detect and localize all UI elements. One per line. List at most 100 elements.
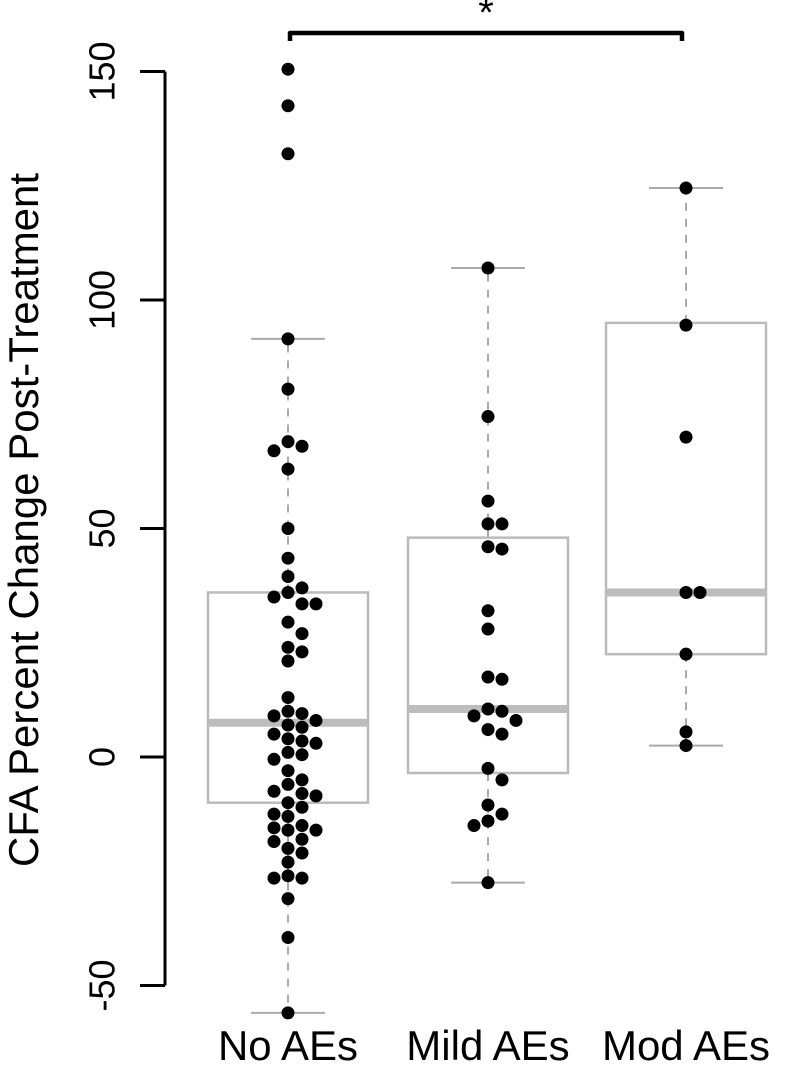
data-point bbox=[309, 736, 323, 750]
data-point bbox=[495, 773, 509, 787]
data-point bbox=[495, 517, 509, 531]
data-point bbox=[281, 551, 295, 565]
significance-star: * bbox=[478, 0, 494, 35]
data-point bbox=[281, 745, 295, 759]
data-point bbox=[481, 261, 495, 275]
data-point bbox=[281, 892, 295, 906]
x-tick-label: Mild AEs bbox=[406, 1022, 569, 1065]
y-tick-label: 150 bbox=[82, 41, 123, 101]
data-point bbox=[267, 590, 281, 604]
data-point bbox=[281, 654, 295, 668]
data-point bbox=[281, 522, 295, 535]
data-point bbox=[481, 622, 495, 636]
data-point bbox=[281, 640, 295, 654]
data-point bbox=[481, 670, 495, 684]
data-point bbox=[295, 871, 309, 885]
data-point bbox=[467, 819, 481, 833]
data-point bbox=[679, 318, 693, 332]
data-point bbox=[267, 784, 281, 798]
data-point bbox=[481, 540, 495, 554]
data-point bbox=[295, 734, 309, 748]
boxes-layer bbox=[206, 187, 768, 1014]
data-point bbox=[281, 462, 295, 476]
box-3 bbox=[604, 187, 768, 747]
data-point bbox=[281, 585, 295, 599]
data-point bbox=[309, 789, 323, 803]
data-point bbox=[281, 691, 295, 705]
data-point bbox=[267, 821, 281, 835]
data-point bbox=[495, 807, 509, 821]
data-point bbox=[295, 439, 309, 453]
data-point bbox=[481, 798, 495, 812]
data-point bbox=[679, 430, 693, 444]
data-point bbox=[267, 709, 281, 723]
data-point bbox=[481, 723, 495, 737]
data-point bbox=[281, 869, 295, 883]
data-point bbox=[281, 62, 295, 76]
data-point bbox=[281, 569, 295, 583]
data-point bbox=[281, 764, 295, 778]
data-point bbox=[495, 672, 509, 686]
data-point bbox=[295, 707, 309, 721]
data-point bbox=[295, 819, 309, 833]
data-point bbox=[281, 704, 295, 718]
data-point bbox=[281, 823, 295, 837]
data-point bbox=[309, 597, 323, 611]
x-tick-label: No AEs bbox=[218, 1022, 358, 1065]
data-point bbox=[281, 841, 295, 855]
data-point bbox=[467, 709, 481, 723]
data-point bbox=[281, 99, 295, 113]
data-point bbox=[495, 727, 509, 741]
data-point bbox=[693, 585, 707, 599]
data-point bbox=[481, 517, 495, 531]
data-point bbox=[281, 777, 295, 791]
data-point bbox=[281, 1006, 295, 1020]
data-point bbox=[295, 720, 309, 734]
y-axis: -50 0 50 100 150 bbox=[82, 41, 167, 1012]
data-point bbox=[295, 597, 309, 611]
data-point bbox=[295, 832, 309, 846]
significance-bracket: * bbox=[287, 0, 685, 41]
data-point bbox=[267, 444, 281, 458]
data-point bbox=[267, 727, 281, 741]
points-layer bbox=[267, 62, 707, 1020]
data-point bbox=[281, 796, 295, 810]
iqr-box bbox=[406, 536, 570, 775]
data-point bbox=[495, 542, 509, 556]
data-point bbox=[481, 761, 495, 775]
data-point bbox=[481, 876, 495, 890]
data-point bbox=[481, 494, 495, 508]
y-tick-label: 100 bbox=[82, 270, 123, 330]
data-point bbox=[267, 752, 281, 766]
box-2 bbox=[406, 267, 570, 884]
data-point bbox=[509, 713, 523, 727]
data-point bbox=[295, 627, 309, 641]
data-point bbox=[309, 823, 323, 837]
data-point bbox=[481, 604, 495, 618]
data-point bbox=[295, 846, 309, 860]
y-axis-label: CFA Percent Change Post-Treatment bbox=[0, 173, 47, 867]
data-point bbox=[267, 871, 281, 885]
data-point bbox=[481, 702, 495, 716]
data-point bbox=[495, 704, 509, 718]
data-point bbox=[295, 748, 309, 762]
data-point bbox=[281, 718, 295, 732]
data-point bbox=[281, 147, 295, 161]
y-tick-label: 50 bbox=[82, 508, 123, 548]
data-point bbox=[267, 807, 281, 821]
data-point bbox=[309, 713, 323, 727]
data-point bbox=[281, 435, 295, 449]
data-point bbox=[679, 647, 693, 661]
data-point bbox=[281, 855, 295, 869]
data-point bbox=[679, 181, 693, 195]
data-point bbox=[281, 732, 295, 746]
data-point bbox=[481, 410, 495, 424]
data-point bbox=[281, 809, 295, 823]
data-point bbox=[281, 931, 295, 945]
data-point bbox=[281, 382, 295, 396]
data-point bbox=[267, 835, 281, 849]
data-point bbox=[295, 773, 309, 787]
iqr-box bbox=[604, 321, 768, 656]
bracket-line bbox=[287, 30, 685, 41]
